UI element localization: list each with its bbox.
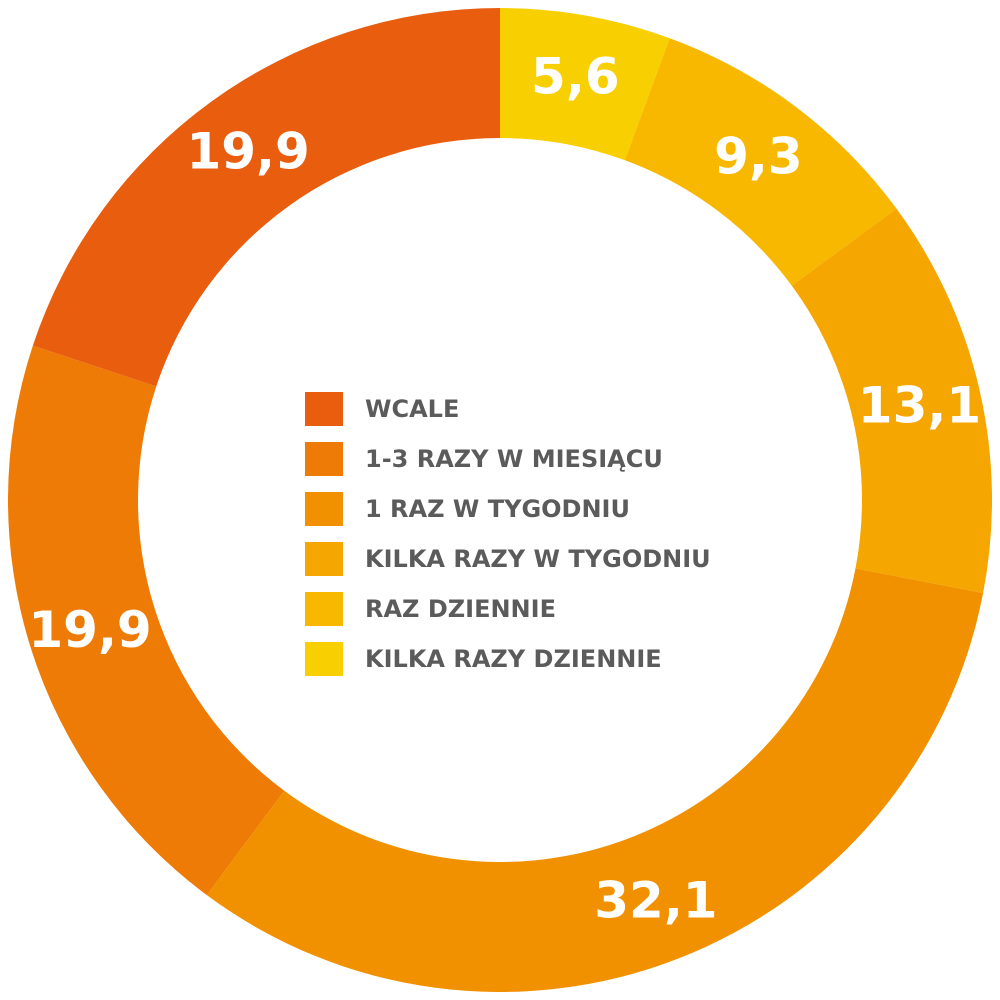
- legend-label: KILKA RAZY DZIENNIE: [365, 645, 662, 673]
- legend-label: WCALE: [365, 395, 460, 423]
- legend-item: KILKA RAZY W TYGODNIU: [305, 534, 711, 584]
- slice-value-label: 9,3: [714, 127, 803, 185]
- slice-value-label: 13,1: [858, 376, 981, 434]
- legend-swatch: [305, 592, 343, 626]
- legend-item: WCALE: [305, 384, 711, 434]
- slice-value-label: 19,9: [186, 122, 309, 180]
- chart-legend: WCALE 1-3 RAZY W MIESIĄCU 1 RAZ W TYGODNIU…: [305, 384, 711, 684]
- legend-item: 1 RAZ W TYGODNIU: [305, 484, 711, 534]
- legend-label: KILKA RAZY W TYGODNIU: [365, 545, 711, 573]
- slice-value-label: 19,9: [28, 601, 151, 659]
- legend-label: RAZ DZIENNIE: [365, 595, 556, 623]
- legend-item: RAZ DZIENNIE: [305, 584, 711, 634]
- legend-label: 1-3 RAZY W MIESIĄCU: [365, 445, 663, 473]
- donut-slice: [7, 345, 285, 896]
- legend-swatch: [305, 442, 343, 476]
- legend-item: 1-3 RAZY W MIESIĄCU: [305, 434, 711, 484]
- donut-slice: [32, 8, 500, 387]
- slice-value-label: 5,6: [531, 48, 620, 106]
- legend-swatch: [305, 492, 343, 526]
- donut-slice: [206, 568, 984, 993]
- legend-item: KILKA RAZY DZIENNIE: [305, 634, 711, 684]
- donut-slice: [791, 208, 993, 594]
- legend-swatch: [305, 642, 343, 676]
- legend-label: 1 RAZ W TYGODNIU: [365, 495, 630, 523]
- donut-slice: [500, 8, 670, 161]
- legend-swatch: [305, 542, 343, 576]
- donut-slices: [7, 8, 993, 993]
- slice-value-label: 32,1: [594, 872, 717, 930]
- donut-slice: [624, 38, 897, 286]
- legend-swatch: [305, 392, 343, 426]
- slice-value-labels: 5,6 9,3 13,1 32,1 19,9 19,9: [28, 48, 981, 930]
